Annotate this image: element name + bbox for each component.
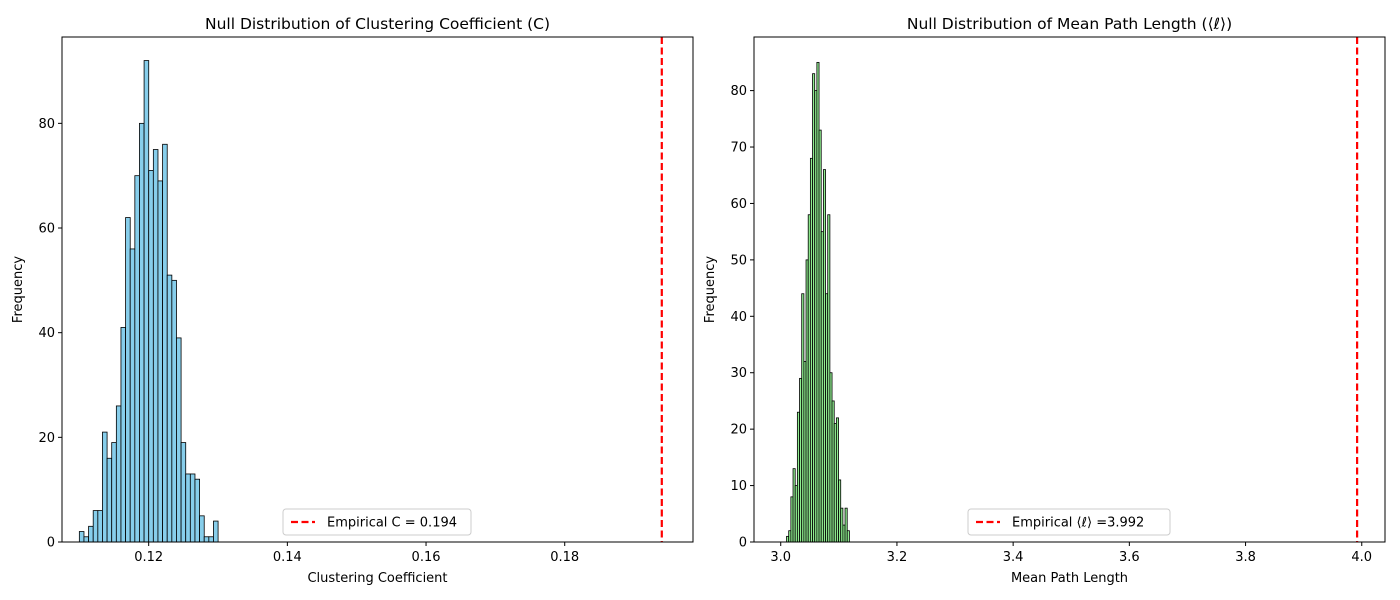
x-axis-label: Mean Path Length	[1011, 571, 1128, 586]
x-axis-label: Clustering Coefficient	[307, 571, 447, 586]
legend-box	[967, 508, 1171, 536]
histogram-bar	[111, 442, 117, 543]
histogram-bar	[171, 279, 177, 543]
x-tick-label: 3.2	[887, 550, 908, 565]
legend-label: Empirical C = 0.194	[327, 516, 457, 531]
histogram-bar	[125, 217, 131, 543]
x-tick-label: 3.8	[1235, 550, 1256, 565]
histogram-bar	[102, 431, 108, 543]
histogram-bar	[139, 122, 145, 543]
histogram-bar	[148, 170, 154, 543]
y-tick-label: 70	[730, 141, 747, 156]
x-tick-label: 0.18	[550, 550, 579, 565]
histogram-bar	[194, 478, 200, 543]
clustering-coefficient-histogram-panel: 0.12 0.14 0.16 0.18 0 20 40 60 80 Null Distributi…	[11, 15, 694, 586]
plot-frame	[753, 36, 1386, 543]
histogram-bar	[134, 175, 140, 543]
y-tick-label: 0	[739, 536, 747, 551]
histogram-bar	[846, 530, 850, 543]
y-tick-label: 50	[730, 253, 747, 268]
legend-label: Empirical ⟨ℓ⟩ =3.992	[1012, 516, 1144, 531]
y-tick-label: 60	[38, 222, 55, 237]
y-tick-label: 0	[47, 536, 55, 551]
histogram-bar	[92, 510, 99, 543]
histogram-bar	[162, 143, 168, 543]
x-tick-label: 0.14	[273, 550, 302, 565]
legend-box	[282, 508, 472, 536]
y-tick-label: 10	[730, 479, 747, 494]
histogram-bar	[120, 327, 126, 543]
histogram-bar	[115, 405, 122, 543]
histogram-bar	[129, 248, 136, 543]
histogram-bar	[88, 525, 94, 543]
histogram-bar	[203, 536, 210, 543]
legend: Empirical ⟨ℓ⟩ =3.992	[967, 508, 1171, 536]
histogram-bar	[143, 60, 150, 543]
y-tick-label: 40	[730, 310, 747, 325]
x-tick-label: 0.12	[134, 550, 163, 565]
chart-title: Null Distribution of Mean Path Length (⟨…	[907, 15, 1232, 33]
histogram-bar	[185, 473, 191, 543]
histogram-bar	[176, 337, 182, 543]
x-tick-label: 3.6	[1119, 550, 1140, 565]
histogram-bar	[208, 536, 214, 543]
y-tick-label: 30	[730, 366, 747, 381]
x-tick-label: 3.0	[770, 550, 791, 565]
mean-path-length-histogram-panel: 3.0 3.2 3.4 3.6 3.8 4.0 0 10 20 30 40 50 60 70 80 Null …	[703, 15, 1386, 586]
y-tick-label: 20	[38, 431, 55, 446]
legend: Empirical C = 0.194	[282, 508, 472, 536]
y-axis-label: Frequency	[11, 256, 26, 323]
histogram-bar	[213, 520, 219, 543]
chart-title: Null Distribution of Clustering Coeffici…	[205, 15, 550, 33]
histogram-bar	[189, 473, 196, 543]
histogram-bar	[157, 180, 163, 543]
x-tick-label: 4.0	[1351, 550, 1372, 565]
y-tick-label: 80	[38, 117, 55, 132]
histogram-bar	[166, 274, 173, 543]
plot-frame	[61, 36, 694, 543]
x-tick-label: 3.4	[1003, 550, 1024, 565]
histogram-bar	[152, 149, 159, 543]
histogram-bar	[83, 536, 89, 543]
histogram-bar	[78, 531, 85, 543]
y-axis-label: Frequency	[703, 256, 718, 323]
y-tick-label: 60	[730, 197, 747, 212]
y-tick-label: 20	[730, 423, 747, 438]
x-tick-label: 0.16	[412, 550, 441, 565]
histogram-bar	[180, 442, 187, 543]
histogram-bar	[199, 515, 205, 543]
y-tick-label: 40	[38, 326, 55, 341]
histogram-bar	[97, 510, 103, 543]
histogram-bar	[106, 457, 113, 543]
y-tick-label: 80	[730, 84, 747, 99]
